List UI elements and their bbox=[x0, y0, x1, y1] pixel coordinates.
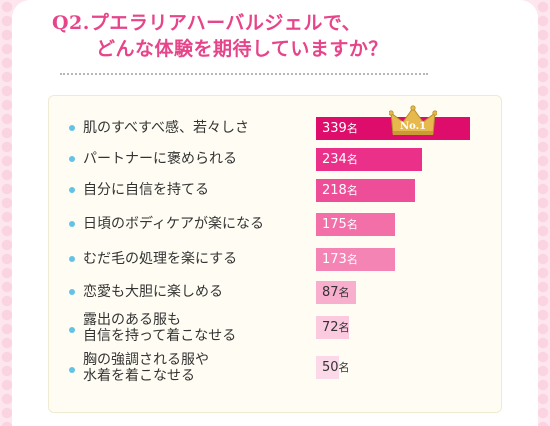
value-label: 72名 bbox=[316, 316, 350, 339]
value-label: 173名 bbox=[316, 248, 358, 271]
bar bbox=[316, 248, 395, 271]
category-label: 肌のすべすべ感、若々しさ bbox=[83, 120, 250, 136]
value-unit: 名 bbox=[346, 153, 358, 166]
bar bbox=[316, 356, 339, 379]
list-bullet bbox=[69, 156, 75, 162]
bar-row: 胸の強調される服や 水着を着こなせる 50名 bbox=[49, 352, 501, 387]
category-label: 胸の強調される服や 水着を着こなせる bbox=[83, 352, 209, 384]
list-bullet bbox=[69, 256, 75, 262]
crown-icon: No.1 bbox=[389, 105, 437, 135]
category-label: むだ毛の処理を楽にする bbox=[83, 251, 238, 267]
bar bbox=[316, 213, 395, 236]
value-unit: 名 bbox=[346, 184, 358, 197]
value-number: 173 bbox=[322, 252, 347, 267]
chart-panel: 肌のすべすべ感、若々しさ 339名 パートナーに褒められる 234名 自分に自信を持てる… bbox=[48, 95, 502, 413]
bar-row: 日頃のボディケアが楽になる 175名 bbox=[49, 212, 501, 244]
question-title-line1: Q2.プエラリアハーバルジェルで、 bbox=[52, 12, 362, 34]
bar bbox=[316, 148, 422, 171]
category-label: 恋愛も大胆に楽しめる bbox=[83, 284, 223, 300]
bar bbox=[316, 179, 415, 202]
value-unit: 名 bbox=[346, 218, 358, 231]
value-unit: 名 bbox=[346, 122, 358, 135]
bar-row: パートナーに褒められる 234名 bbox=[49, 147, 501, 179]
value-unit: 名 bbox=[338, 361, 350, 374]
value-unit: 名 bbox=[338, 321, 350, 334]
question-title: Q2.プエラリアハーバルジェルで、 どんな体験を期待していますか？ bbox=[52, 10, 512, 62]
value-unit: 名 bbox=[338, 286, 350, 299]
right-scallop-border bbox=[536, 0, 550, 426]
bar-row: 自分に自信を持てる 218名 bbox=[49, 178, 501, 210]
value-number: 87 bbox=[322, 285, 339, 300]
category-label: 日頃のボディケアが楽になる bbox=[83, 216, 265, 232]
category-label: パートナーに褒められる bbox=[83, 151, 237, 167]
value-label: 218名 bbox=[316, 179, 358, 202]
left-scallop-border bbox=[0, 0, 14, 426]
question-title-line2: どんな体験を期待していますか？ bbox=[96, 38, 388, 60]
list-bullet bbox=[69, 187, 75, 193]
value-number: 339 bbox=[322, 121, 347, 136]
value-label: 234名 bbox=[316, 148, 358, 171]
list-bullet bbox=[69, 289, 75, 295]
bar-row: 露出のある服も 自信を持って着こなせる 72名 bbox=[49, 312, 501, 347]
bar bbox=[316, 281, 356, 304]
list-bullet bbox=[69, 221, 75, 227]
list-bullet bbox=[69, 125, 75, 131]
value-label: 339名 bbox=[316, 117, 358, 140]
bar-row: 恋愛も大胆に楽しめる 87名 bbox=[49, 280, 501, 312]
value-label: 87名 bbox=[316, 281, 350, 304]
value-number: 218 bbox=[322, 183, 347, 198]
category-label: 露出のある服も 自信を持って着こなせる bbox=[83, 312, 237, 344]
list-bullet bbox=[69, 327, 75, 333]
bar bbox=[316, 316, 349, 339]
bar-row: むだ毛の処理を楽にする 173名 bbox=[49, 247, 501, 279]
value-number: 72 bbox=[322, 320, 339, 335]
value-unit: 名 bbox=[346, 253, 358, 266]
value-label: 175名 bbox=[316, 213, 358, 236]
value-number: 175 bbox=[322, 217, 347, 232]
value-number: 234 bbox=[322, 152, 347, 167]
dotted-divider bbox=[60, 73, 428, 75]
value-label: 50名 bbox=[316, 356, 350, 379]
category-label: 自分に自信を持てる bbox=[83, 182, 209, 198]
value-number: 50 bbox=[322, 360, 339, 375]
list-bullet bbox=[69, 367, 75, 373]
rank-badge-label: No.1 bbox=[400, 121, 426, 132]
